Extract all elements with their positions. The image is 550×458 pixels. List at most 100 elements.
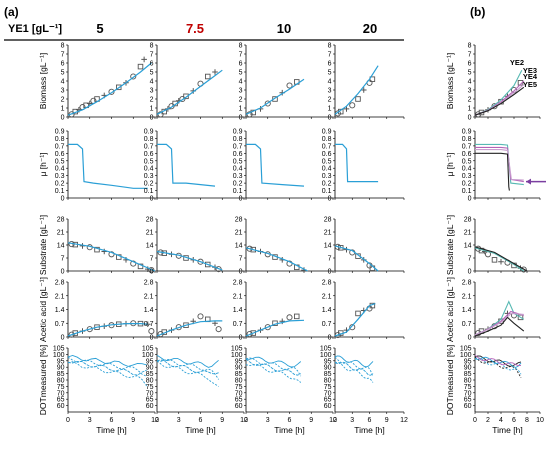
b-r0-y-tick-label-8: 8 [468, 43, 472, 50]
b-r4-ye5-dot-line-1 [474, 356, 522, 379]
a-c3-r1-y-tick-label-8: 0.8 [322, 136, 332, 143]
panel-a-col3-row1: 00.10.20.30.40.50.60.70.80.9 [322, 129, 405, 203]
a-c2-r0-y-tick-label-5: 5 [239, 70, 243, 77]
a-c0-r4-y-tick-label-9: 105 [53, 346, 65, 353]
a-c1-r2-substrate-square-marker-7 [204, 261, 211, 268]
a-c3-r3-y-tick-label-4: 2.8 [322, 280, 332, 287]
a-c2-r2-y-tick-label-2: 14 [235, 243, 243, 250]
a-c2-r3-y-tick-label-1: 0.7 [233, 321, 243, 328]
panel-a-col1-row0: 0 1 2 3 4 5 6 7 8 [150, 43, 245, 122]
panel-a-col3-row3: 0 0.7 1.4 2.1 2.8 [322, 280, 405, 342]
b-r2-y-label: Substrate [gL⁻¹] [445, 215, 455, 275]
a-c2-r1-mu-model-line [246, 143, 305, 187]
b-r0-y-tick-label-1: 1 [468, 106, 472, 113]
a-c3-r3-y-tick-label-0: 0 [328, 335, 332, 342]
a-c0-r0-y-tick-label-1: 1 [61, 106, 65, 113]
panel-a-col0-row2: 0 7 14 21 28 Substrate [gL⁻¹] [38, 215, 156, 276]
a-c2-r4-x-tick-label-3: 9 [309, 417, 313, 424]
a-c0-r0-y-tick-label-2: 2 [61, 97, 65, 104]
b-r1-y-tick-label-3: 0.3 [462, 173, 472, 180]
b-r4-x-tick-label-2: 4 [499, 417, 503, 424]
a-c0-r1-y-tick-label-1: 0.1 [55, 188, 65, 195]
a-c1-r0-y-tick-label-4: 4 [150, 79, 154, 86]
a-c0-r2-y-tick-label-2: 14 [57, 243, 65, 250]
b-r2-substrate-cross-marker-5 [498, 258, 504, 265]
a-c2-r3-acetic-square-marker-7 [294, 313, 300, 320]
a-c0-r4-x-tick-label-2: 6 [110, 417, 114, 424]
b-r1-y-tick-label-6: 0.6 [462, 151, 472, 158]
b-r1-y-tick-label-5: 0.5 [462, 158, 472, 165]
panel-a-label: (a) [4, 5, 19, 19]
b-r3-y-tick-label-2: 1.4 [462, 307, 472, 314]
a-c0-r0-y-tick-label-7: 7 [61, 52, 65, 59]
a-c3-r4-x-tick-label-1: 3 [350, 417, 354, 424]
b-r4-ye3-dot-line-0 [474, 354, 522, 366]
a-c1-r0-y-tick-label-3: 3 [150, 88, 154, 95]
a-c1-r1-y-tick-label-1: 0.1 [144, 188, 154, 195]
a-c0-r2-y-tick-label-1: 7 [61, 256, 65, 263]
a-c0-r1-y-tick-label-5: 0.5 [55, 158, 65, 165]
a-c3-r1-y-tick-label-6: 0.6 [322, 151, 332, 158]
b-r1-y-tick-label-2: 0.2 [462, 181, 472, 188]
a-c1-r3-acetic-circle-marker-9 [215, 326, 222, 333]
mu-arrow-head-icon [526, 178, 531, 185]
a-c1-r0-y-tick-label-5: 5 [150, 70, 154, 77]
a-c0-r2-y-tick-label-0: 0 [61, 269, 65, 276]
a-c0-r2-substrate-square-marker-4 [94, 246, 100, 253]
a-c1-r1-y-tick-label-4: 0.4 [144, 166, 154, 173]
a-c2-r1-y-tick-label-7: 0.7 [233, 143, 243, 150]
a-c1-r4-y-tick-label-4: 80 [146, 378, 154, 385]
a-c3-r3-y-tick-label-2: 1.4 [322, 307, 332, 314]
a-c3-r3-acetic-square-marker-4 [355, 310, 361, 317]
a-c1-r1-y-tick-label-9: 0.9 [144, 129, 154, 136]
a-c2-r4-y-tick-label-1: 65 [235, 397, 243, 404]
b-r4-y-tick-label-6: 90 [464, 365, 472, 372]
a-c1-r3-acetic-circle-marker-6 [197, 313, 204, 320]
a-c2-r4-x-tick-label-0: 0 [244, 417, 248, 424]
a-c2-r0-y-tick-label-3: 3 [239, 88, 243, 95]
a-c2-r4-x-tick-label-1: 3 [266, 417, 270, 424]
a-c2-r3-acetic-circle-marker-6 [286, 314, 293, 321]
a-c2-r4-y-tick-label-0: 60 [235, 403, 243, 410]
a-c2-r1-y-tick-label-0: 0 [239, 196, 243, 203]
a-c1-r0-biomass-square-marker-10 [204, 73, 211, 80]
a-c0-r4-x-tick-label-3: 9 [131, 417, 135, 424]
a-c0-r1-y-tick-label-8: 0.8 [55, 136, 65, 143]
a-c2-r4-dot-line-3 [245, 363, 302, 383]
a-c2-r2-y-tick-label-4: 28 [235, 217, 243, 224]
a-c0-r4-y-label: DOTmeasured [%] [38, 345, 48, 415]
a-c1-r0-y-tick-label-2: 2 [150, 97, 154, 104]
a-c1-r4-y-tick-label-6: 90 [146, 365, 154, 372]
b-r0-y-tick-label-7: 7 [468, 52, 472, 59]
a-c1-r3-y-tick-label-1: 0.7 [144, 321, 154, 328]
a-c1-r4-dot-line-2 [156, 359, 219, 375]
a-c2-r4-dot-line-0 [245, 356, 302, 368]
a-c3-r0-y-tick-label-4: 4 [328, 79, 332, 86]
b-r3-y-tick-label-1: 0.7 [462, 321, 472, 328]
a-c0-r2-substrate-model-line [67, 242, 156, 272]
a-c3-r1-y-tick-label-7: 0.7 [322, 143, 332, 150]
b-r0-biomass-circle-marker-0 [475, 111, 482, 118]
a-c3-r1-y-tick-label-9: 0.9 [322, 129, 332, 136]
panel-a-col1-row2: 0 7 14 21 28 [146, 217, 245, 276]
a-c1-r3-y-tick-label-4: 2.8 [144, 280, 154, 287]
panel-a-col1-row3: 0 0.7 1.4 2.1 2.8 [144, 280, 245, 342]
b-r3-y-label: Acetic acid [gL⁻¹] [445, 277, 455, 342]
b-r4-x-tick-label-3: 6 [512, 417, 516, 424]
a-c0-r3-y-tick-label-1: 0.7 [55, 321, 65, 328]
b-r2-series-YE5 [474, 246, 528, 272]
b-r4-x-tick-label-4: 8 [525, 417, 529, 424]
a-c0-r2-substrate-circle-marker-9 [130, 260, 137, 267]
a-c0-r4-x-tick-label-1: 3 [88, 417, 92, 424]
a-c1-r0-biomass-square-marker-7 [183, 93, 189, 100]
a-c3-r0-y-tick-label-5: 5 [328, 70, 332, 77]
a-c1-r4-y-tick-label-0: 60 [146, 403, 154, 410]
a-c0-r2-substrate-circle-marker-6 [108, 251, 115, 258]
a-c0-r4-dot-line-3 [67, 361, 148, 387]
a-c2-r0-biomass-circle-marker-3 [264, 100, 271, 107]
